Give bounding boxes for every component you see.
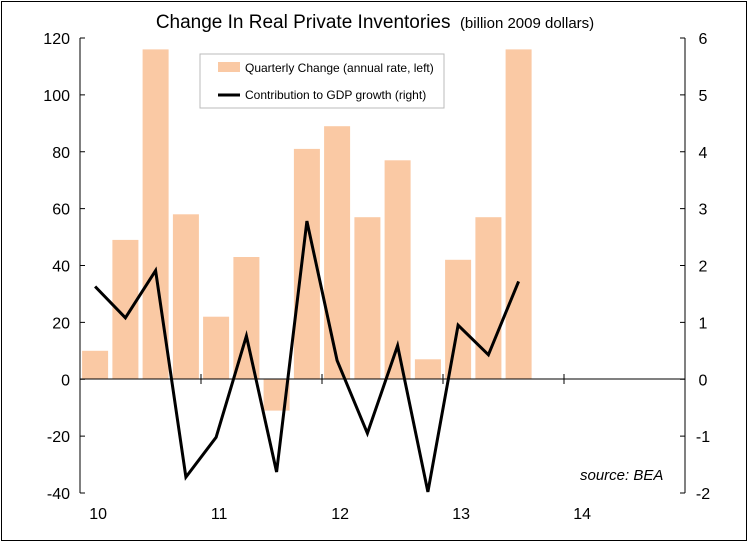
left-tick-label: 100: [43, 88, 70, 105]
chart-title: Change In Real Private Inventories (bill…: [156, 12, 594, 33]
legend-line-label: Contribution to GDP growth (right): [245, 88, 426, 102]
legend: Quarterly Change (annual rate, left) Con…: [200, 54, 444, 108]
right-tick-label: 2: [699, 259, 708, 276]
bar-2011Q2: [233, 257, 259, 379]
legend-bar-label: Quarterly Change (annual rate, left): [245, 61, 434, 75]
bar-2012Q1: [324, 126, 350, 379]
left-tick-label: 60: [52, 202, 70, 219]
left-tick-label: -20: [47, 429, 70, 446]
bar-2013Q3: [506, 49, 532, 379]
chart-frame: Change In Real Private Inventories (bill…: [1, 1, 747, 541]
x-tick-label-14: 14: [573, 506, 591, 523]
right-tick-label: 5: [699, 88, 708, 105]
right-tick-label: -1: [696, 429, 710, 446]
left-tick-label: 0: [61, 372, 70, 389]
bar-2013Q1: [445, 260, 471, 379]
chart-title-suffix: (billion 2009 dollars): [460, 15, 594, 32]
bar-2011Q1: [203, 317, 229, 380]
left-tick-label: 80: [52, 145, 70, 162]
legend-bar-swatch: [218, 62, 240, 72]
bar-2012Q4: [415, 359, 441, 379]
bar-2010Q4: [173, 214, 199, 379]
x-tick-label-12: 12: [331, 506, 349, 523]
x-tick-label-11: 11: [211, 506, 228, 523]
source-annotation: source: BEA: [580, 467, 663, 484]
left-tick-label: 120: [43, 31, 70, 48]
left-tick-label: -40: [47, 486, 70, 503]
chart-title-main: Change In Real Private Inventories: [156, 12, 451, 33]
right-tick-label: -2: [696, 486, 710, 503]
x-tick-label-13: 13: [452, 506, 470, 523]
left-tick-label: 20: [52, 315, 70, 332]
right-tick-label: 3: [699, 202, 708, 219]
right-tick-label: 1: [699, 315, 708, 332]
right-tick-label: 4: [699, 145, 708, 162]
x-tick-label-10: 10: [89, 506, 107, 523]
right-tick-label: 6: [699, 31, 708, 48]
bar-2012Q2: [354, 217, 380, 379]
chart-svg: Change In Real Private Inventories (bill…: [2, 2, 748, 542]
left-tick-label: 40: [52, 259, 70, 276]
bar-2010Q1: [82, 351, 108, 379]
right-tick-label: 0: [699, 372, 708, 389]
